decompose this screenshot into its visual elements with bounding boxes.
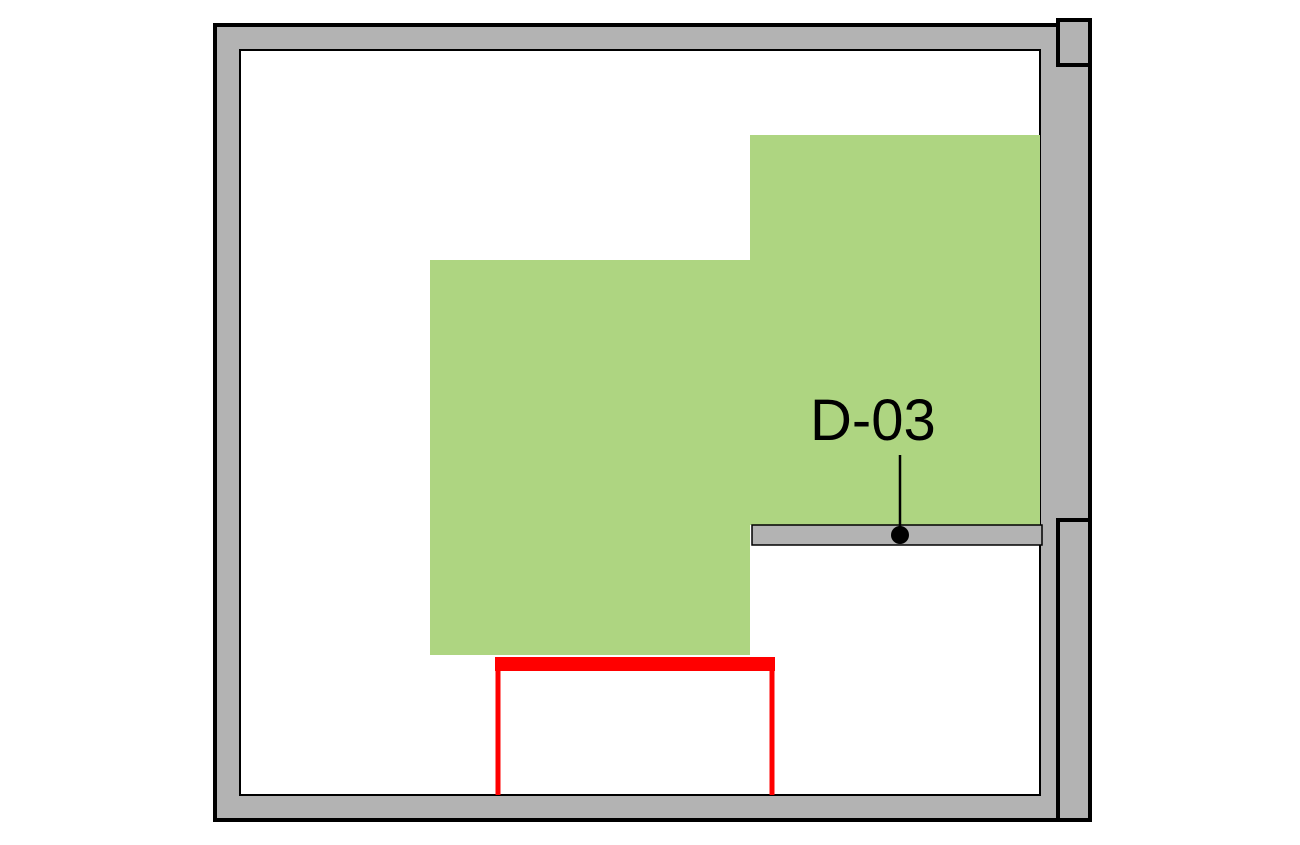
cabinet-right: [750, 135, 1040, 525]
wall-jog-bottom: [1058, 520, 1090, 820]
cabinet-left: [430, 260, 750, 655]
wall-jog-top: [1058, 20, 1090, 65]
label-marker-dot: [891, 526, 909, 544]
label-d03: D-03: [810, 388, 936, 453]
